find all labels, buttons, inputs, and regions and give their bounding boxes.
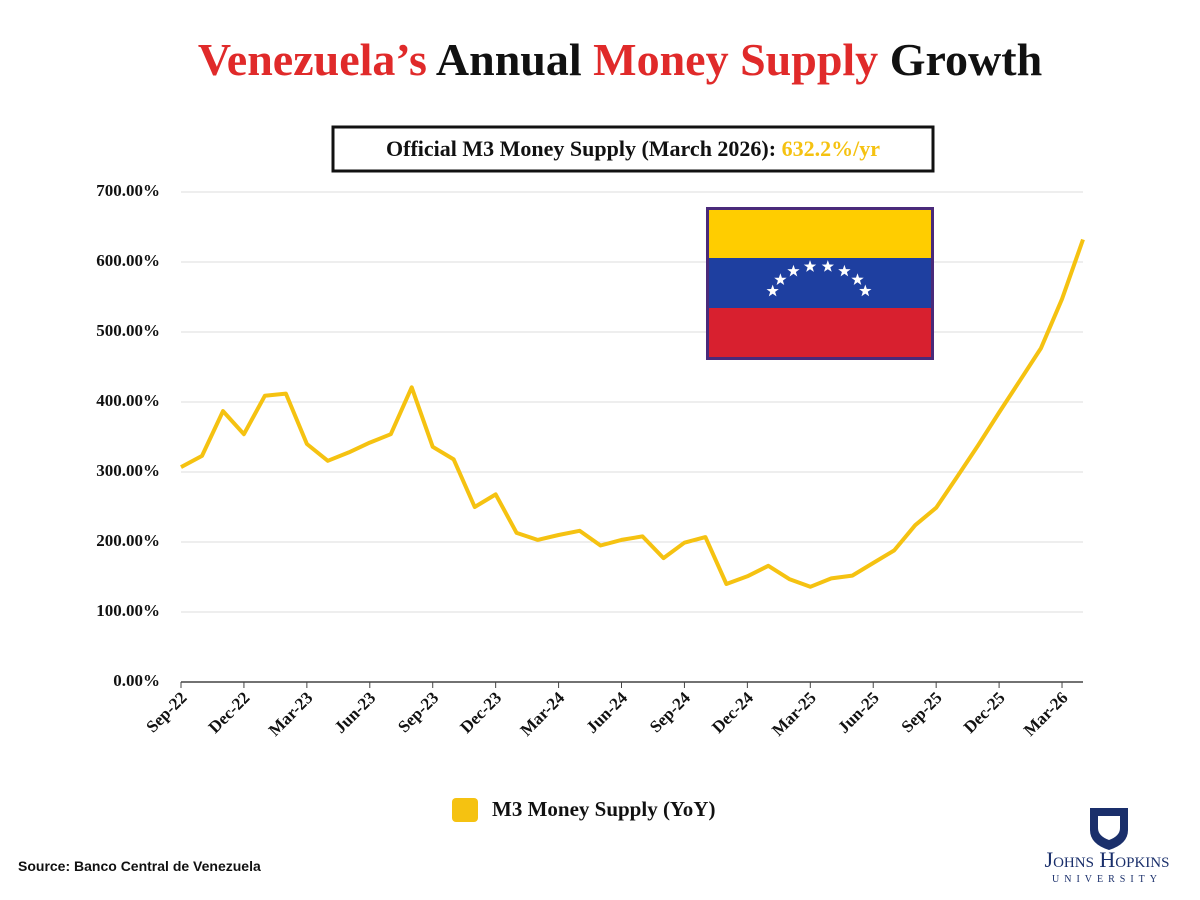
x-tick-label: Jun-24 [582, 688, 631, 737]
annotation-value: 632.2%/yr [782, 136, 881, 161]
title-part: Growth [890, 34, 1043, 85]
flag-red [709, 308, 931, 357]
chart-title: Venezuela’s Annual Money Supply Growth [198, 34, 1042, 85]
star [838, 264, 851, 277]
x-tick-label: Mar-23 [265, 688, 317, 740]
x-tick-label: Jun-25 [834, 688, 883, 737]
annotation: Official M3 Money Supply (March 2026): 6… [386, 136, 880, 161]
flag-stars [766, 260, 872, 297]
flag-blue [709, 258, 931, 308]
y-tick-label: 500.00% [96, 321, 160, 340]
x-tick-label: Jun-23 [331, 688, 380, 737]
x-tick-label: Dec-24 [708, 688, 757, 737]
x-tick-label: Sep-25 [898, 688, 946, 736]
y-tick-label: 100.00% [96, 601, 160, 620]
y-tick-label: 700.00% [96, 181, 160, 200]
title-part: Venezuela’s [198, 34, 427, 85]
flag-yellow [709, 210, 931, 258]
x-tick-label: Dec-23 [456, 688, 505, 737]
title-part: Annual [436, 34, 582, 85]
star [851, 273, 864, 285]
source: Source: Banco Central de Venezuela [18, 858, 261, 874]
logo: Johns Hopkins UNIVERSITY [1045, 808, 1170, 885]
star [859, 284, 872, 297]
logo-sub: UNIVERSITY [1052, 874, 1162, 885]
series-line [180, 238, 1085, 589]
star [787, 264, 800, 277]
star [774, 273, 787, 285]
x-tick-label: Dec-25 [960, 688, 1009, 737]
y-tick-label: 0.00% [113, 671, 160, 690]
plot: 0.00% 100.00% 200.00% 300.00% 400.00% 500.00%… [96, 181, 1085, 740]
x-tick-label: Mar-25 [768, 688, 820, 740]
legend-label: M3 Money Supply (YoY) [492, 797, 715, 821]
x-tick-label: Sep-24 [646, 688, 695, 737]
x-tick-label: Dec-22 [205, 688, 254, 737]
star [803, 260, 817, 272]
flag [706, 207, 934, 360]
x-tick-label: Sep-22 [142, 688, 190, 736]
y-tick-label: 300.00% [96, 461, 160, 480]
annotation-label: Official M3 Money Supply (March 2026): [386, 136, 776, 161]
x-tick-label: Sep-23 [394, 688, 442, 736]
legend-swatch [452, 798, 478, 822]
x-tick-label: Mar-24 [516, 688, 568, 740]
y-tick-label: 200.00% [96, 531, 160, 550]
y-tick-label: 400.00% [96, 391, 160, 410]
star [766, 284, 779, 297]
y-tick-label: 600.00% [96, 251, 160, 270]
x-tick-label: Mar-26 [1020, 688, 1072, 740]
title-part: Money Supply [593, 34, 878, 85]
star [821, 260, 834, 272]
logo-shield-inner [1098, 816, 1120, 840]
logo-name: Johns Hopkins [1045, 847, 1170, 872]
annotation-box [331, 125, 935, 173]
